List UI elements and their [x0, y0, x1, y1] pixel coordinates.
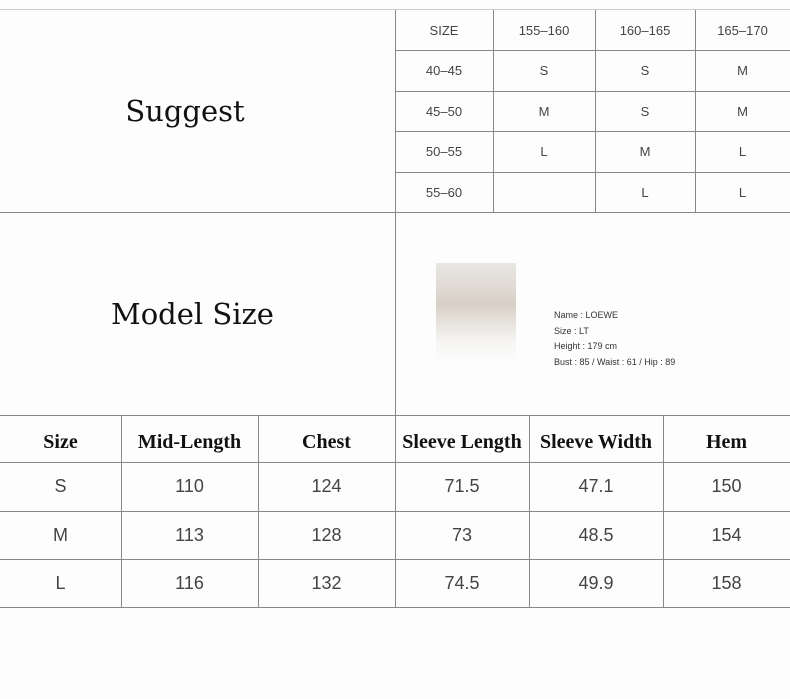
grid-line	[258, 415, 259, 607]
divider	[395, 10, 396, 415]
table-cell: M	[737, 103, 748, 119]
grid-line	[395, 131, 790, 132]
table-cell: 50–55	[425, 144, 463, 159]
table-cell: 40–45	[425, 63, 463, 78]
grid-line	[395, 415, 396, 607]
header-cell: Sleeve Width	[539, 431, 653, 453]
table-cell: 128	[311, 524, 342, 545]
header-cell: Sleeve Length	[402, 431, 522, 453]
suggest-title: Suggest	[125, 94, 245, 128]
grid-line	[395, 50, 790, 51]
grid-line	[595, 10, 596, 212]
table-cell: S	[539, 63, 549, 78]
table-cell: 150	[711, 476, 742, 496]
header-cell: 160–165	[619, 22, 671, 38]
grid-line	[395, 91, 790, 92]
header-cell: Size	[43, 431, 78, 453]
table-cell: 49.9	[578, 572, 614, 593]
table-cell: L	[641, 184, 649, 200]
table-cell: L	[540, 144, 548, 159]
table-cell: M	[53, 524, 68, 545]
grid-line	[121, 415, 122, 607]
table-cell: 74.5	[444, 572, 480, 593]
header-cell: 165–170	[717, 22, 768, 38]
table-cell: M	[737, 63, 748, 78]
table-cell: 113	[175, 524, 204, 545]
table-cell: 71.5	[444, 476, 480, 496]
model-info: Name : LOEWE Size : LT Height : 179 cm B…	[554, 308, 675, 370]
table-cell: M	[538, 103, 550, 119]
grid-line	[529, 415, 530, 607]
model-size: Size : LT	[554, 325, 589, 336]
model-name: Name : LOEWE	[554, 310, 619, 320]
table-cell: 124	[311, 476, 342, 496]
model-size-title: Model Size	[111, 297, 274, 331]
table-cell: 154	[711, 524, 742, 545]
table-cell: 45–50	[425, 103, 463, 119]
model-photo	[436, 263, 516, 367]
table-cell: 73	[451, 524, 473, 545]
table-cell: 132	[311, 572, 342, 593]
header-cell: Hem	[705, 431, 748, 453]
header-cell: SIZE	[429, 22, 459, 38]
table-cell: 47.1	[578, 476, 614, 496]
grid-line	[0, 607, 790, 608]
table-cell: S	[54, 476, 67, 496]
header-cell: Mid-Length	[137, 431, 242, 453]
header-cell: 155–160	[518, 22, 570, 38]
grid-line	[695, 10, 696, 212]
table-cell: 110	[175, 476, 204, 496]
table-cell: S	[640, 63, 650, 78]
grid-line	[663, 415, 664, 607]
table-cell: L	[738, 144, 747, 159]
table-cell: 55–60	[425, 184, 463, 200]
header-cell: Chest	[302, 431, 351, 453]
model-height: Height : 179 cm	[554, 341, 618, 351]
table-cell: L	[55, 572, 66, 593]
table-cell: S	[640, 103, 650, 119]
table-cell: L	[738, 184, 747, 200]
table-cell: 158	[711, 572, 742, 593]
table-cell: 116	[175, 572, 204, 593]
table-cell	[493, 172, 595, 212]
table-cell: M	[639, 144, 651, 159]
grid-line	[493, 10, 494, 212]
grid-line	[395, 172, 790, 173]
table-cell: 48.5	[578, 524, 614, 545]
model-measures: Bust : 85 / Waist : 61 / Hip : 89	[554, 356, 676, 367]
divider	[0, 9, 790, 10]
